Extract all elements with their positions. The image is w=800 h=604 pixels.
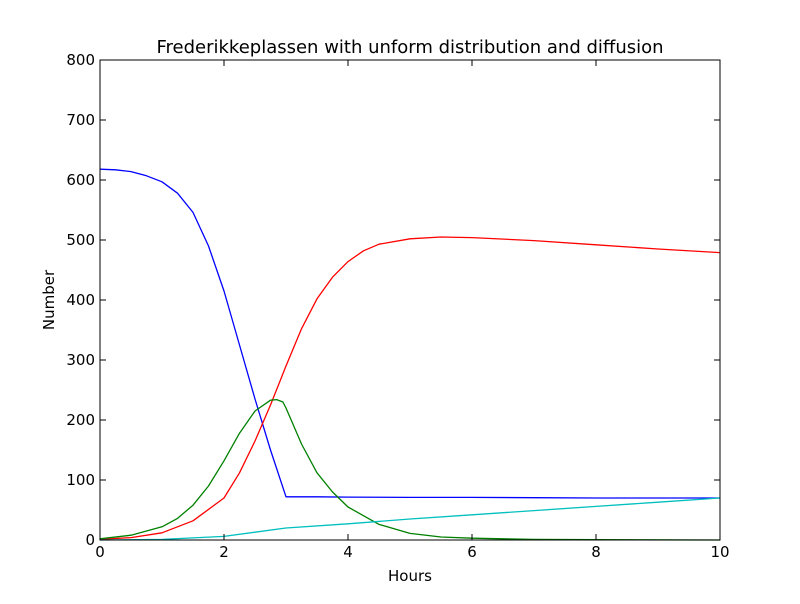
y-tick-label: 100 <box>66 471 95 489</box>
x-tick-label: 6 <box>467 543 477 561</box>
x-tick-label: 10 <box>710 543 729 561</box>
y-tick-label: 300 <box>66 351 95 369</box>
x-tick-label: 8 <box>591 543 601 561</box>
y-tick-label: 800 <box>66 51 95 69</box>
y-tick-label: 200 <box>66 411 95 429</box>
series-line-0 <box>99 168 720 499</box>
y-tick-label: 500 <box>66 231 95 249</box>
y-tick-label: 700 <box>66 111 95 129</box>
series-line-1 <box>99 236 721 541</box>
x-axis-label: Hours <box>388 567 432 585</box>
chart-title: Frederikkeplassen with unform distributi… <box>156 37 663 58</box>
y-axis-label: Number <box>40 269 58 330</box>
x-tick-label: 4 <box>343 543 353 561</box>
y-tick-label: 0 <box>85 531 95 549</box>
plot-frame <box>99 59 721 541</box>
y-tick-label: 400 <box>66 291 95 309</box>
series-line-2 <box>99 398 721 541</box>
y-tick-label: 600 <box>66 171 95 189</box>
series-layer <box>99 168 721 541</box>
x-tick-label: 2 <box>219 543 229 561</box>
series-line-3 <box>99 497 721 541</box>
x-tick-label: 0 <box>95 543 105 561</box>
